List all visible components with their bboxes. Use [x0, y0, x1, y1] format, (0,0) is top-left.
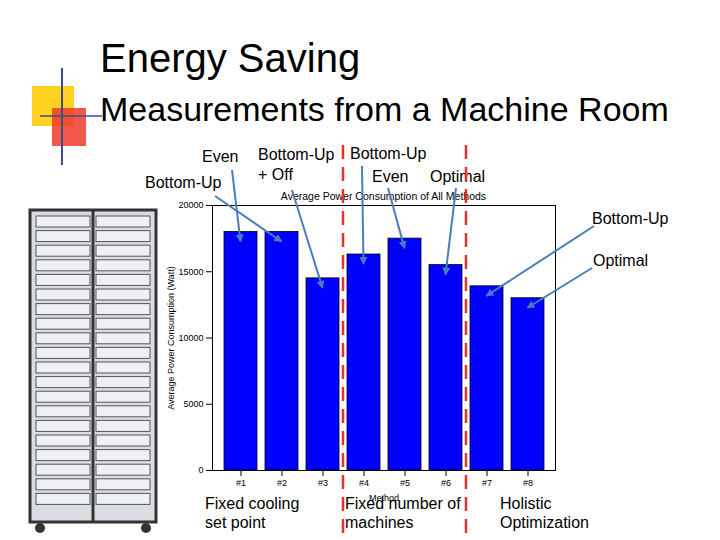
html-text:Measurements from a Machine Ro: Measurements from a Machine Room [100, 90, 669, 128]
svg-text:10000: 10000 [178, 333, 203, 343]
html-text:Bottom-Up + Off: Bottom-Up + Off [258, 146, 335, 183]
html-text:Fixed number of machines: Fixed number of machines [345, 495, 461, 531]
svg-text:5000: 5000 [183, 399, 203, 409]
html-text:Bottom-Up: Bottom-Up [145, 174, 222, 191]
svg-text:Average Power Consumption (Wat: Average Power Consumption (Watt) [166, 266, 176, 410]
svg-text:0: 0 [198, 465, 203, 475]
html-text:Optimal: Optimal [430, 168, 486, 185]
html-text:Even: Even [372, 168, 409, 185]
svg-text:#4: #4 [359, 478, 369, 488]
html-text:Optimal: Optimal [593, 252, 649, 269]
svg-text:#6: #6 [441, 478, 451, 488]
html-text:Fixed cooling set point: Fixed cooling set point [205, 495, 300, 531]
html-text:Energy Saving: Energy Saving [100, 36, 361, 80]
svg-text:#8: #8 [523, 478, 533, 488]
svg-text:#2: #2 [277, 478, 287, 488]
html-text:Bottom-Up: Bottom-Up [350, 145, 427, 162]
html-text:Bottom-Up: Bottom-Up [592, 210, 669, 227]
svg-text:#5: #5 [400, 478, 410, 488]
html-text:Holistic Optimization: Holistic Optimization [500, 495, 589, 531]
html-text:Even: Even [202, 148, 239, 165]
svg-text:20000: 20000 [178, 200, 203, 210]
html-text:Average Power Consumption of A: Average Power Consumption of All Methods [280, 190, 487, 202]
svg-text:#7: #7 [482, 478, 492, 488]
svg-text:15000: 15000 [178, 267, 203, 277]
svg-text:#3: #3 [318, 478, 328, 488]
svg-text:#1: #1 [236, 478, 246, 488]
